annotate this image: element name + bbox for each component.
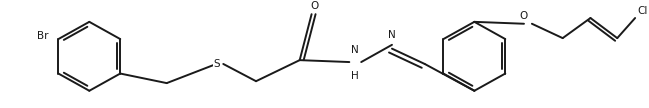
Text: Br: Br [37,31,49,41]
Text: N: N [388,30,396,40]
Text: S: S [213,59,219,69]
Text: H: H [351,71,359,81]
Text: N: N [351,45,359,55]
Text: Cl: Cl [637,6,648,16]
Text: O: O [310,1,319,11]
Text: O: O [520,11,528,21]
